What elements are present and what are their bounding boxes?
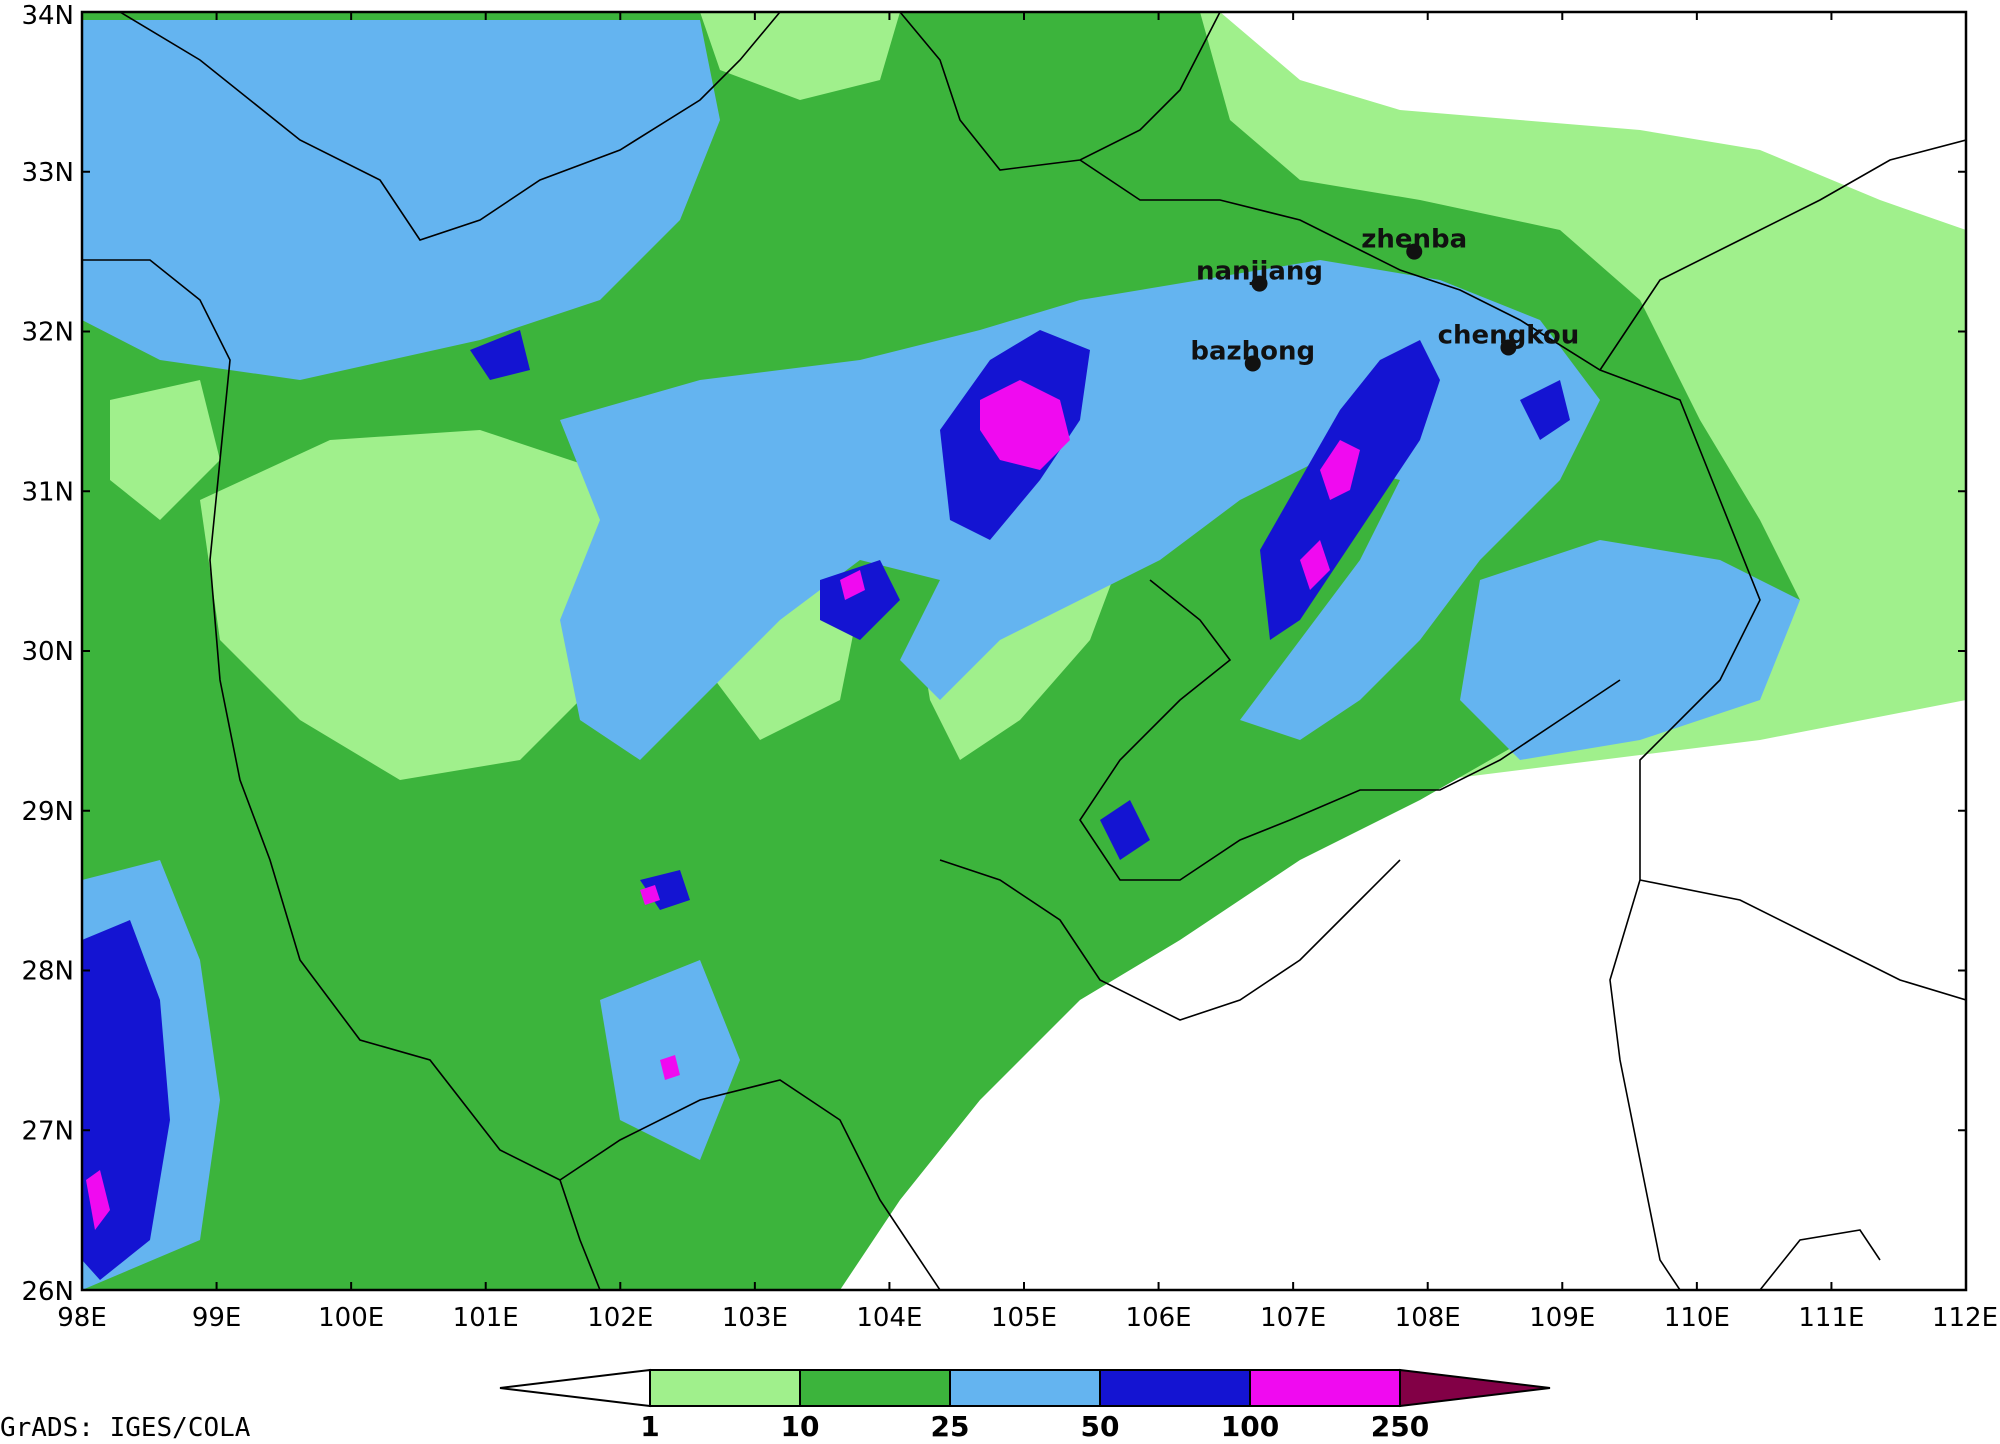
- colorbar-box: [799, 1369, 951, 1407]
- lat-tick-label: 28N: [21, 957, 74, 987]
- station-label-chengkou: chengkou: [1438, 320, 1580, 350]
- lat-tick-label: 31N: [21, 477, 74, 507]
- colorbar-box: [1249, 1369, 1401, 1407]
- lon-tick-label: 99E: [192, 1303, 242, 1333]
- field-level-100: [86, 380, 1360, 1230]
- lat-tick-label: 32N: [21, 318, 74, 348]
- colorbar-max-arrow: [1399, 1368, 1551, 1408]
- lat-tick-label: 33N: [21, 158, 74, 188]
- colorbar-level-label: 1: [640, 1410, 659, 1443]
- lon-tick-label: 100E: [318, 1303, 384, 1333]
- lon-tick-label: 111E: [1798, 1303, 1864, 1333]
- colorbar-box: [1099, 1369, 1251, 1407]
- lon-tick-label: 108E: [1395, 1303, 1461, 1333]
- station-markers: zhenba nanjiang bazhong chengkou: [1190, 225, 1579, 372]
- lon-tick-label: 107E: [1260, 1303, 1326, 1333]
- lat-tick-label: 34N: [21, 1, 74, 31]
- colorbar-min-arrow: [499, 1368, 651, 1408]
- lon-tick-label: 112E: [1932, 1303, 1998, 1333]
- colorbar-box: [649, 1369, 801, 1407]
- lat-tick-label: 26N: [21, 1277, 74, 1307]
- lat-tick-label: 27N: [21, 1116, 74, 1146]
- colorbar-level-label: 100: [1221, 1410, 1279, 1443]
- border-shaanxi-east: [1599, 139, 1966, 371]
- station-dot-chengkou: [1500, 339, 1517, 356]
- lon-tick-label: 104E: [856, 1303, 922, 1333]
- lon-axis: 98E 99E 100E 101E 102E 103E 104E 105E 106E 107E 10…: [57, 12, 1998, 1333]
- colorbar-level-label: 50: [1081, 1410, 1120, 1443]
- station-label-zhenba: zhenba: [1361, 225, 1467, 255]
- colorbar: 1 10 25 50 100 250: [499, 1368, 1551, 1443]
- border-shaanxi-chongqing: [1079, 159, 1761, 1290]
- lat-axis: 26N 27N 28N 29N 30N 31N 32N 33N 34N: [21, 1, 1966, 1307]
- border-hunan: [1639, 879, 1966, 1001]
- border-qinghai: [119, 12, 781, 241]
- station-label-nanjiang: nanjiang: [1196, 257, 1323, 287]
- station-dot-zhenba: [1406, 243, 1423, 260]
- province-borders: [82, 12, 1966, 1290]
- station-label-bazhong: bazhong: [1190, 336, 1315, 366]
- lat-tick-label: 29N: [21, 797, 74, 827]
- border-gansu: [899, 12, 1221, 171]
- colorbar-level-label: 10: [781, 1410, 820, 1443]
- lon-tick-label: 105E: [991, 1303, 1057, 1333]
- lon-tick-label: 109E: [1529, 1303, 1595, 1333]
- lon-tick-label: 106E: [1126, 1303, 1192, 1333]
- border-sichuan-west: [82, 259, 601, 1290]
- lon-tick-label: 103E: [722, 1303, 788, 1333]
- grads-credit: GrADS: IGES/COLA: [0, 1413, 251, 1443]
- colorbar-box: [949, 1369, 1101, 1407]
- lat-tick-label: 30N: [21, 637, 74, 667]
- border-guizhou: [939, 859, 1401, 1021]
- border-guangxi: [1759, 1229, 1881, 1290]
- border-chongqing-south: [1079, 579, 1621, 881]
- lon-tick-label: 110E: [1664, 1303, 1730, 1333]
- lon-tick-label: 101E: [453, 1303, 519, 1333]
- precipitation-field: [82, 12, 1966, 1290]
- colorbar-level-label: 250: [1371, 1410, 1429, 1443]
- lon-tick-label: 102E: [587, 1303, 653, 1333]
- station-dot-bazhong: [1244, 355, 1261, 372]
- colorbar-level-label: 25: [931, 1410, 970, 1443]
- station-dot-nanjiang: [1251, 275, 1268, 292]
- border-yunnan: [559, 1079, 941, 1290]
- lon-tick-label: 98E: [57, 1303, 107, 1333]
